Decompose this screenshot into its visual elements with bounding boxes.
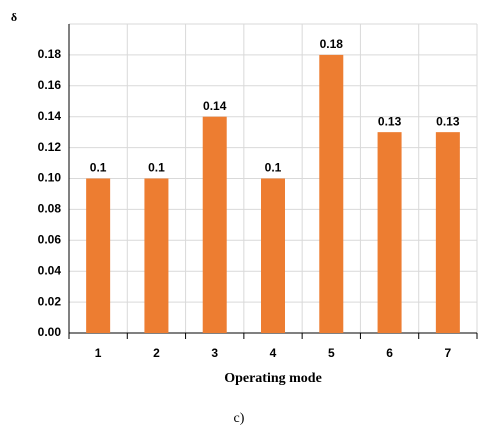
- y-tick-label: 0.10: [38, 171, 62, 185]
- x-tick-label: 2: [153, 346, 160, 360]
- bar: [86, 178, 111, 333]
- y-axis-label: δ: [11, 10, 17, 24]
- value-label: 0.13: [436, 114, 460, 128]
- bar: [144, 178, 169, 333]
- bar: [319, 54, 344, 334]
- y-tick-label: 0.06: [38, 232, 62, 246]
- x-tick-label: 4: [270, 346, 277, 360]
- y-tick-label: 0.08: [38, 202, 62, 216]
- value-label: 0.1: [265, 161, 282, 175]
- x-tick-label: 1: [95, 346, 102, 360]
- y-tick-label: 0.18: [38, 47, 62, 61]
- x-tick-label: 5: [328, 346, 335, 360]
- bar: [435, 132, 460, 333]
- y-tick-label: 0.02: [38, 294, 62, 308]
- bar: [377, 132, 402, 333]
- y-tick-label: 0.00: [38, 325, 62, 339]
- bar: [261, 178, 285, 333]
- value-label: 0.18: [320, 37, 344, 51]
- value-label: 0.1: [90, 161, 107, 175]
- value-label: 0.1: [148, 161, 165, 175]
- y-tick-label: 0.12: [38, 140, 62, 154]
- x-axis-label: Operating mode: [224, 371, 322, 386]
- y-tick-label: 0.14: [38, 109, 62, 123]
- x-tick-label: 7: [445, 346, 452, 360]
- y-tick-label: 0.16: [38, 78, 62, 92]
- y-tick-label: 0.04: [38, 263, 62, 277]
- caption: c): [234, 411, 245, 426]
- x-tick-label: 6: [386, 346, 393, 360]
- value-label: 0.14: [203, 99, 227, 113]
- value-label: 0.13: [378, 114, 402, 128]
- bar: [202, 116, 227, 333]
- x-tick-label: 3: [211, 346, 218, 360]
